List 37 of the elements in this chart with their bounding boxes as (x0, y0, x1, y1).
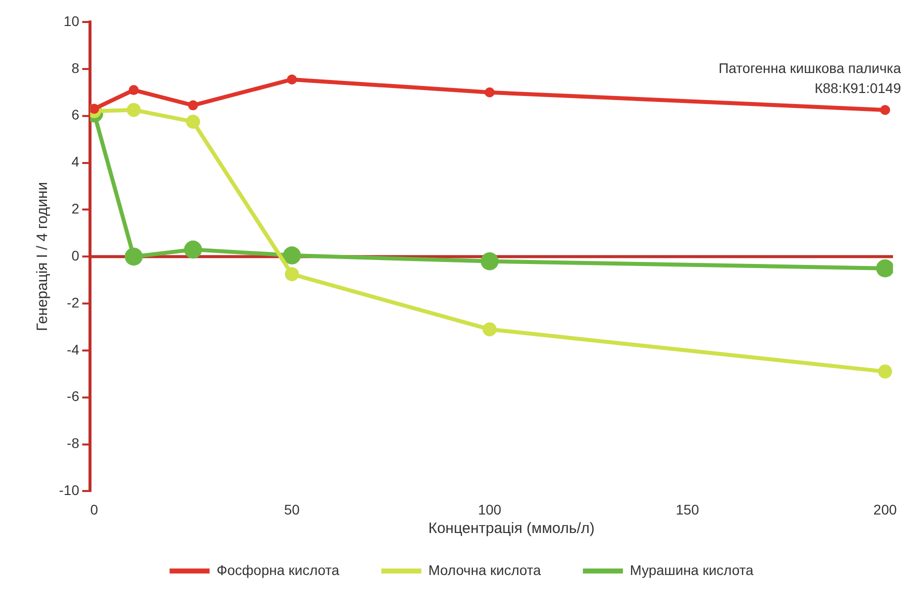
point (284, 267, 299, 282)
x-tick-label: 50 (284, 501, 300, 518)
legend-label: Мурашина кислота (630, 562, 754, 578)
point (186, 114, 200, 129)
point (184, 240, 202, 259)
y-tick-label: -2 (66, 294, 80, 310)
point (128, 85, 139, 96)
legend-label: Молочна кислота (428, 562, 542, 578)
y-tick-label: 10 (64, 12, 80, 29)
x-axis-title: Концентрація (ммоль/л) (427, 520, 596, 537)
x-tick-label: 150 (676, 501, 700, 518)
point (126, 102, 141, 117)
y-tick-label: -6 (66, 388, 80, 404)
y-tick-label: 6 (71, 106, 80, 123)
point (286, 74, 297, 84)
y-tick-label: 8 (71, 60, 80, 76)
y-tick-label: -8 (66, 435, 80, 452)
y-tick-label: -4 (66, 341, 80, 358)
annotation: Патогенна кишкова паличка К88:К91:0149 (718, 59, 901, 98)
point (124, 248, 143, 266)
point (880, 104, 890, 115)
x-tick-label: 200 (873, 501, 897, 518)
y-tick-label: 2 (71, 200, 80, 217)
point (484, 87, 495, 98)
y-tick-label: 0 (71, 247, 80, 264)
x-tick-label: 0 (90, 501, 98, 518)
point (876, 259, 893, 278)
y-axis-title: Генерація I / 4 години (34, 182, 52, 332)
point (188, 100, 198, 110)
x-tick-label: 100 (478, 501, 502, 518)
point (878, 364, 892, 379)
y-tick-label: 4 (71, 154, 80, 170)
legend-label: Фосфорна кислота (216, 562, 340, 578)
point (482, 322, 497, 336)
y-tick-label: -10 (59, 482, 80, 498)
point (282, 246, 301, 264)
point (480, 252, 499, 270)
